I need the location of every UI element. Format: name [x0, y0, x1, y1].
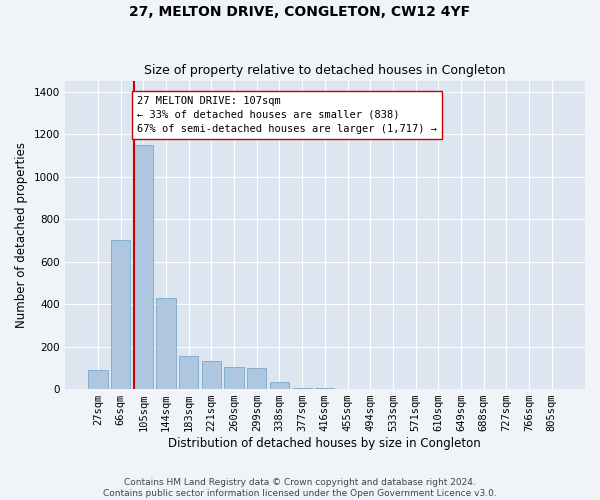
Bar [224, 367, 244, 389]
Bar [179, 356, 199, 389]
Bar [270, 382, 289, 389]
Bar [247, 368, 266, 389]
Bar [134, 144, 153, 389]
Bar [88, 370, 107, 389]
Text: Contains HM Land Registry data © Crown copyright and database right 2024.
Contai: Contains HM Land Registry data © Crown c… [103, 478, 497, 498]
Bar [111, 240, 130, 389]
Y-axis label: Number of detached properties: Number of detached properties [15, 142, 28, 328]
Title: Size of property relative to detached houses in Congleton: Size of property relative to detached ho… [144, 64, 506, 77]
Bar [315, 388, 334, 389]
Bar [202, 362, 221, 389]
X-axis label: Distribution of detached houses by size in Congleton: Distribution of detached houses by size … [169, 437, 481, 450]
Text: 27 MELTON DRIVE: 107sqm
← 33% of detached houses are smaller (838)
67% of semi-d: 27 MELTON DRIVE: 107sqm ← 33% of detache… [137, 96, 437, 134]
Bar [157, 298, 176, 389]
Bar [293, 388, 312, 389]
Text: 27, MELTON DRIVE, CONGLETON, CW12 4YF: 27, MELTON DRIVE, CONGLETON, CW12 4YF [130, 5, 470, 19]
